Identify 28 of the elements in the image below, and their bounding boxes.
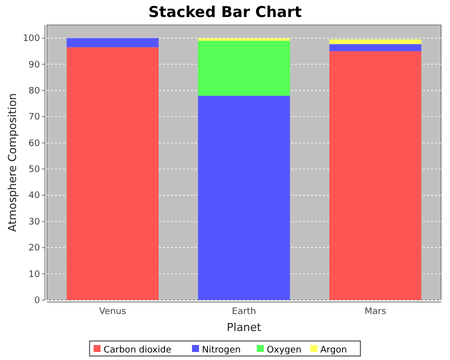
y-tick-label: 0	[34, 296, 40, 306]
x-tick-label: Venus	[99, 307, 127, 317]
y-axis-title: Atmosphere Composition	[6, 93, 19, 232]
y-tick-label: 90	[28, 60, 40, 70]
bar	[329, 39, 422, 44]
bar	[198, 96, 290, 300]
legend-label: Carbon dioxide	[104, 346, 172, 356]
bar	[329, 51, 422, 300]
x-axis-title: Planet	[226, 321, 262, 334]
y-tick-label: 50	[28, 165, 40, 176]
bar	[66, 38, 159, 48]
y-tick-label: 40	[28, 191, 40, 202]
y-tick-label: 30	[28, 217, 40, 228]
y-tick-label: 60	[28, 138, 40, 149]
x-tick-label: Earth	[232, 307, 256, 317]
legend-label: Nitrogen	[202, 346, 241, 356]
bar	[329, 44, 422, 52]
bar	[66, 47, 159, 300]
bar	[198, 40, 290, 96]
chart-title: Stacked Bar Chart	[148, 3, 302, 21]
legend-label: Oxygen	[266, 346, 302, 356]
y-tick-label: 70	[28, 112, 40, 123]
y-tick-label: 10	[28, 270, 40, 280]
x-tick-label: Mars	[364, 307, 386, 317]
y-tick-label: 100	[22, 34, 40, 44]
y-tick-label: 20	[28, 244, 40, 254]
legend-label: Argon	[320, 346, 348, 356]
y-tick-label: 80	[28, 86, 40, 96]
